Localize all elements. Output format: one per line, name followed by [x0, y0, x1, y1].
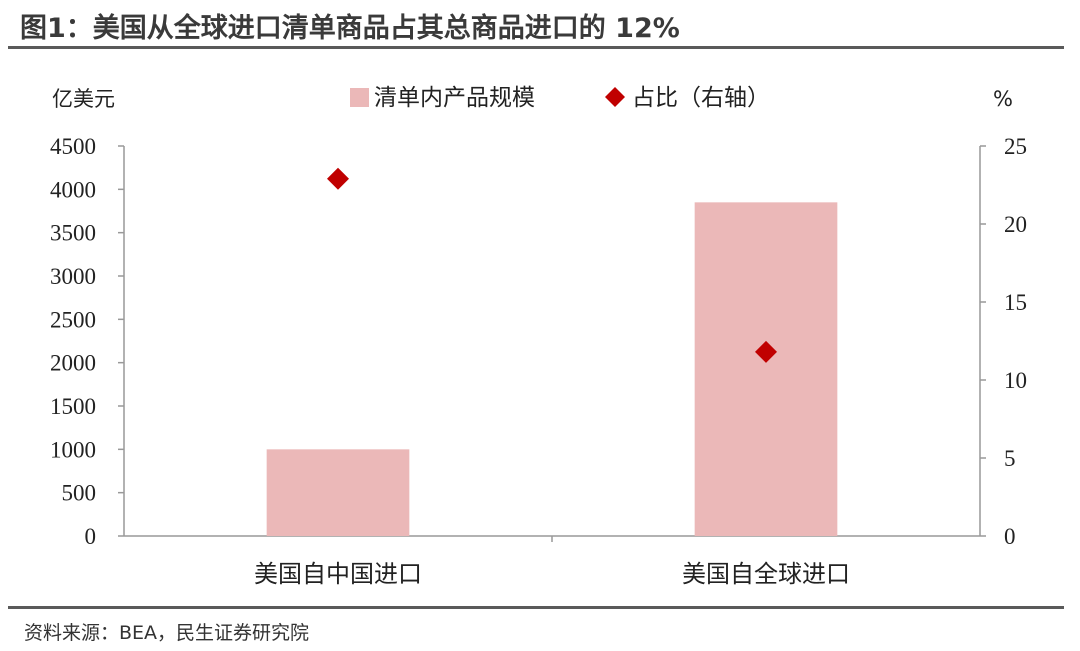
left-tick-label: 4000: [50, 177, 96, 202]
right-tick-label: 5: [1004, 446, 1016, 471]
bar: [694, 202, 838, 537]
left-tick-label: 1000: [50, 437, 96, 462]
source-note: 资料来源：BEA，民生证券研究院: [24, 622, 310, 644]
right-tick-label: 0: [1004, 524, 1016, 549]
legend-point-swatch: [605, 87, 625, 107]
right-tick-label: 25: [1004, 134, 1027, 159]
left-tick-label: 500: [62, 481, 97, 506]
right-tick-label: 20: [1004, 212, 1027, 237]
left-tick-label: 3000: [50, 264, 96, 289]
axes: 0 500 1000 1500 2000 2500 3000 3500 4000 4500 0 5 10…: [50, 87, 1027, 549]
footer-divider: [8, 606, 1064, 609]
right-tick-label: 10: [1004, 368, 1027, 393]
legend: 清单内产品规模 占比（右轴）: [350, 85, 770, 111]
legend-point-label: 占比（右轴）: [632, 85, 770, 111]
right-axis-unit: %: [993, 87, 1013, 111]
legend-bar-swatch: [350, 88, 369, 107]
category-label: 美国自全球进口: [682, 560, 850, 588]
left-axis-unit: 亿美元: [52, 87, 115, 111]
chart-title: 图1：美国从全球进口清单商品占其总商品进口的 12%: [20, 13, 680, 44]
left-tick-label: 2500: [50, 307, 96, 332]
right-tick-label: 15: [1004, 290, 1027, 315]
chart: 0 500 1000 1500 2000 2500 3000 3500 4000 4500 0 5 10…: [50, 85, 1027, 588]
legend-bar-label: 清单内产品规模: [374, 85, 535, 111]
bar: [266, 449, 410, 536]
share-point: [327, 167, 349, 190]
left-tick-label: 1500: [50, 394, 96, 419]
share-point: [755, 340, 777, 363]
left-tick-label: 0: [85, 524, 97, 549]
category-label: 美国自中国进口: [254, 560, 422, 588]
left-tick-label: 2000: [50, 351, 96, 376]
left-tick-label: 3500: [50, 221, 96, 246]
marks: 美国自中国进口 美国自全球进口: [254, 167, 850, 588]
left-tick-label: 4500: [50, 134, 96, 159]
title-divider: [8, 46, 1064, 49]
